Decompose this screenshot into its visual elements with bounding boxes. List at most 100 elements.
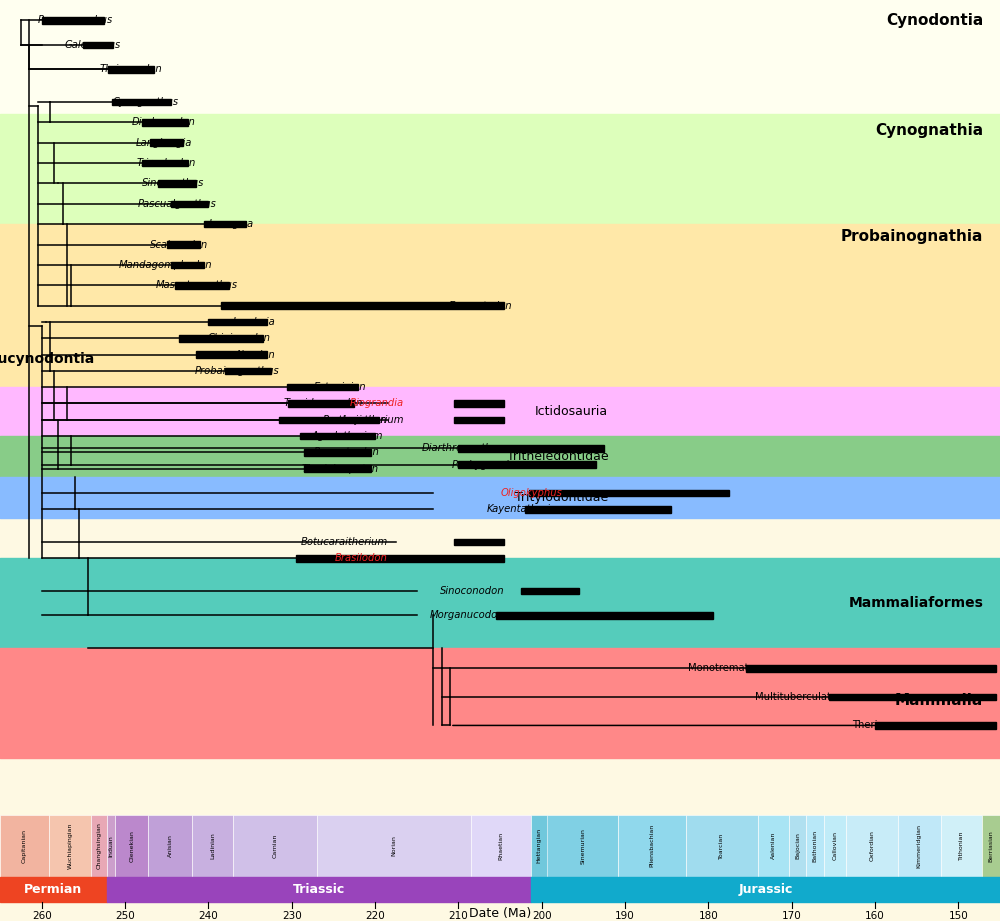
Text: Berriasian: Berriasian xyxy=(988,830,993,862)
Text: Monotremata: Monotremata xyxy=(688,663,754,673)
Bar xyxy=(142,159,188,167)
Bar xyxy=(171,201,208,207)
Text: Date (Ma): Date (Ma) xyxy=(469,907,531,920)
Bar xyxy=(208,319,267,325)
Bar xyxy=(108,66,154,73)
Text: Diademodon: Diademodon xyxy=(132,117,196,127)
Text: Kimmeridgian: Kimmeridgian xyxy=(917,823,922,868)
Bar xyxy=(42,17,104,24)
Text: 220: 220 xyxy=(365,912,385,921)
Text: Capitanian: Capitanian xyxy=(22,829,27,863)
Bar xyxy=(279,416,379,423)
Bar xyxy=(789,815,806,877)
Text: Procynosuchus: Procynosuchus xyxy=(37,16,112,26)
Text: Aleodon: Aleodon xyxy=(234,350,275,359)
Bar xyxy=(454,401,504,407)
Text: Pachygenelus: Pachygenelus xyxy=(452,460,521,470)
Bar xyxy=(225,367,271,374)
Bar xyxy=(846,815,898,877)
Text: Exaeretodon: Exaeretodon xyxy=(449,300,512,310)
Text: Scalenodon: Scalenodon xyxy=(150,239,208,250)
Text: Wuchiapingian: Wuchiapingian xyxy=(68,822,72,869)
Bar xyxy=(304,465,371,472)
Text: Multituberculata: Multituberculata xyxy=(756,692,838,702)
Text: Cynognathia: Cynognathia xyxy=(875,122,983,138)
Bar xyxy=(107,877,531,902)
Text: Sinognathus: Sinognathus xyxy=(142,179,204,189)
Bar xyxy=(192,815,233,877)
Text: Probainognathia: Probainognathia xyxy=(841,229,983,244)
Text: Pascualgnathus: Pascualgnathus xyxy=(138,199,217,209)
Text: Cynodontia: Cynodontia xyxy=(886,13,983,28)
Text: Induan: Induan xyxy=(108,835,113,857)
Bar xyxy=(221,302,504,309)
Text: Aalenian: Aalenian xyxy=(771,832,776,859)
Bar xyxy=(758,815,789,877)
Text: Riograndia: Riograndia xyxy=(350,399,404,409)
Text: Lumkuia: Lumkuia xyxy=(232,317,275,327)
Text: Tritheledontidae: Tritheledontidae xyxy=(507,450,608,463)
Text: Probainognathus: Probainognathus xyxy=(194,366,279,376)
Bar xyxy=(829,694,996,700)
Bar xyxy=(171,262,204,268)
Text: Therioherpeton: Therioherpeton xyxy=(302,463,379,473)
Text: Toarcian: Toarcian xyxy=(719,833,724,859)
Text: Kayentatherium: Kayentatherium xyxy=(487,505,567,515)
Bar xyxy=(49,815,91,877)
Text: 210: 210 xyxy=(448,912,468,921)
Text: Jurassic: Jurassic xyxy=(738,882,793,896)
Text: Massetognathus: Massetognathus xyxy=(155,280,238,290)
Text: 150: 150 xyxy=(948,912,968,921)
Text: Mammalia: Mammalia xyxy=(895,694,983,708)
Text: Ictidosauria: Ictidosauria xyxy=(535,405,608,418)
Text: 250: 250 xyxy=(115,912,135,921)
Bar xyxy=(806,815,824,877)
Text: Theria: Theria xyxy=(852,720,883,730)
Text: Galesaurus: Galesaurus xyxy=(65,40,121,50)
Bar xyxy=(150,139,183,146)
Text: Olenekian: Olenekian xyxy=(129,830,134,862)
Bar xyxy=(471,815,531,877)
Text: Bajocian: Bajocian xyxy=(795,833,800,859)
Bar xyxy=(531,815,548,877)
Bar xyxy=(288,401,354,407)
Text: 240: 240 xyxy=(198,912,218,921)
Bar xyxy=(175,282,229,288)
Text: Pliensbachian: Pliensbachian xyxy=(650,824,655,868)
Bar xyxy=(458,445,604,451)
Text: Carnian: Carnian xyxy=(272,834,278,858)
Text: 160: 160 xyxy=(865,912,885,921)
Bar xyxy=(91,815,107,877)
Text: 260: 260 xyxy=(32,912,52,921)
Bar xyxy=(204,221,246,227)
Text: Sinoconodon: Sinoconodon xyxy=(440,586,504,596)
Bar xyxy=(686,815,758,877)
Text: 180: 180 xyxy=(698,912,718,921)
Text: 200: 200 xyxy=(532,912,551,921)
Bar xyxy=(521,588,579,594)
Bar xyxy=(317,815,471,877)
Text: Mammaliaformes: Mammaliaformes xyxy=(848,596,983,611)
Text: Langbergia: Langbergia xyxy=(135,137,192,147)
Text: Morganucodon: Morganucodon xyxy=(430,611,504,621)
Text: Rhaetian: Rhaetian xyxy=(498,832,503,860)
Bar xyxy=(0,815,49,877)
Text: Cynognathus: Cynognathus xyxy=(113,97,179,107)
Text: Oligokyphus: Oligokyphus xyxy=(501,488,562,498)
Text: Tritylodontidae: Tritylodontidae xyxy=(515,491,608,504)
Bar xyxy=(875,722,996,729)
Text: Callovian: Callovian xyxy=(832,832,838,860)
Text: Diarthrognathus: Diarthrognathus xyxy=(422,443,504,453)
Bar xyxy=(982,815,1000,877)
Text: 170: 170 xyxy=(782,912,802,921)
Bar xyxy=(167,241,200,248)
Text: Agudotherium: Agudotherium xyxy=(312,431,383,441)
Text: Sinemurian: Sinemurian xyxy=(580,828,585,864)
Bar xyxy=(746,665,996,671)
Bar xyxy=(300,433,375,439)
Bar xyxy=(824,815,846,877)
Bar xyxy=(107,815,115,877)
Text: Eucynodontia: Eucynodontia xyxy=(0,352,95,366)
Text: Permian: Permian xyxy=(24,882,82,896)
Text: Ecteninion: Ecteninion xyxy=(314,382,367,392)
